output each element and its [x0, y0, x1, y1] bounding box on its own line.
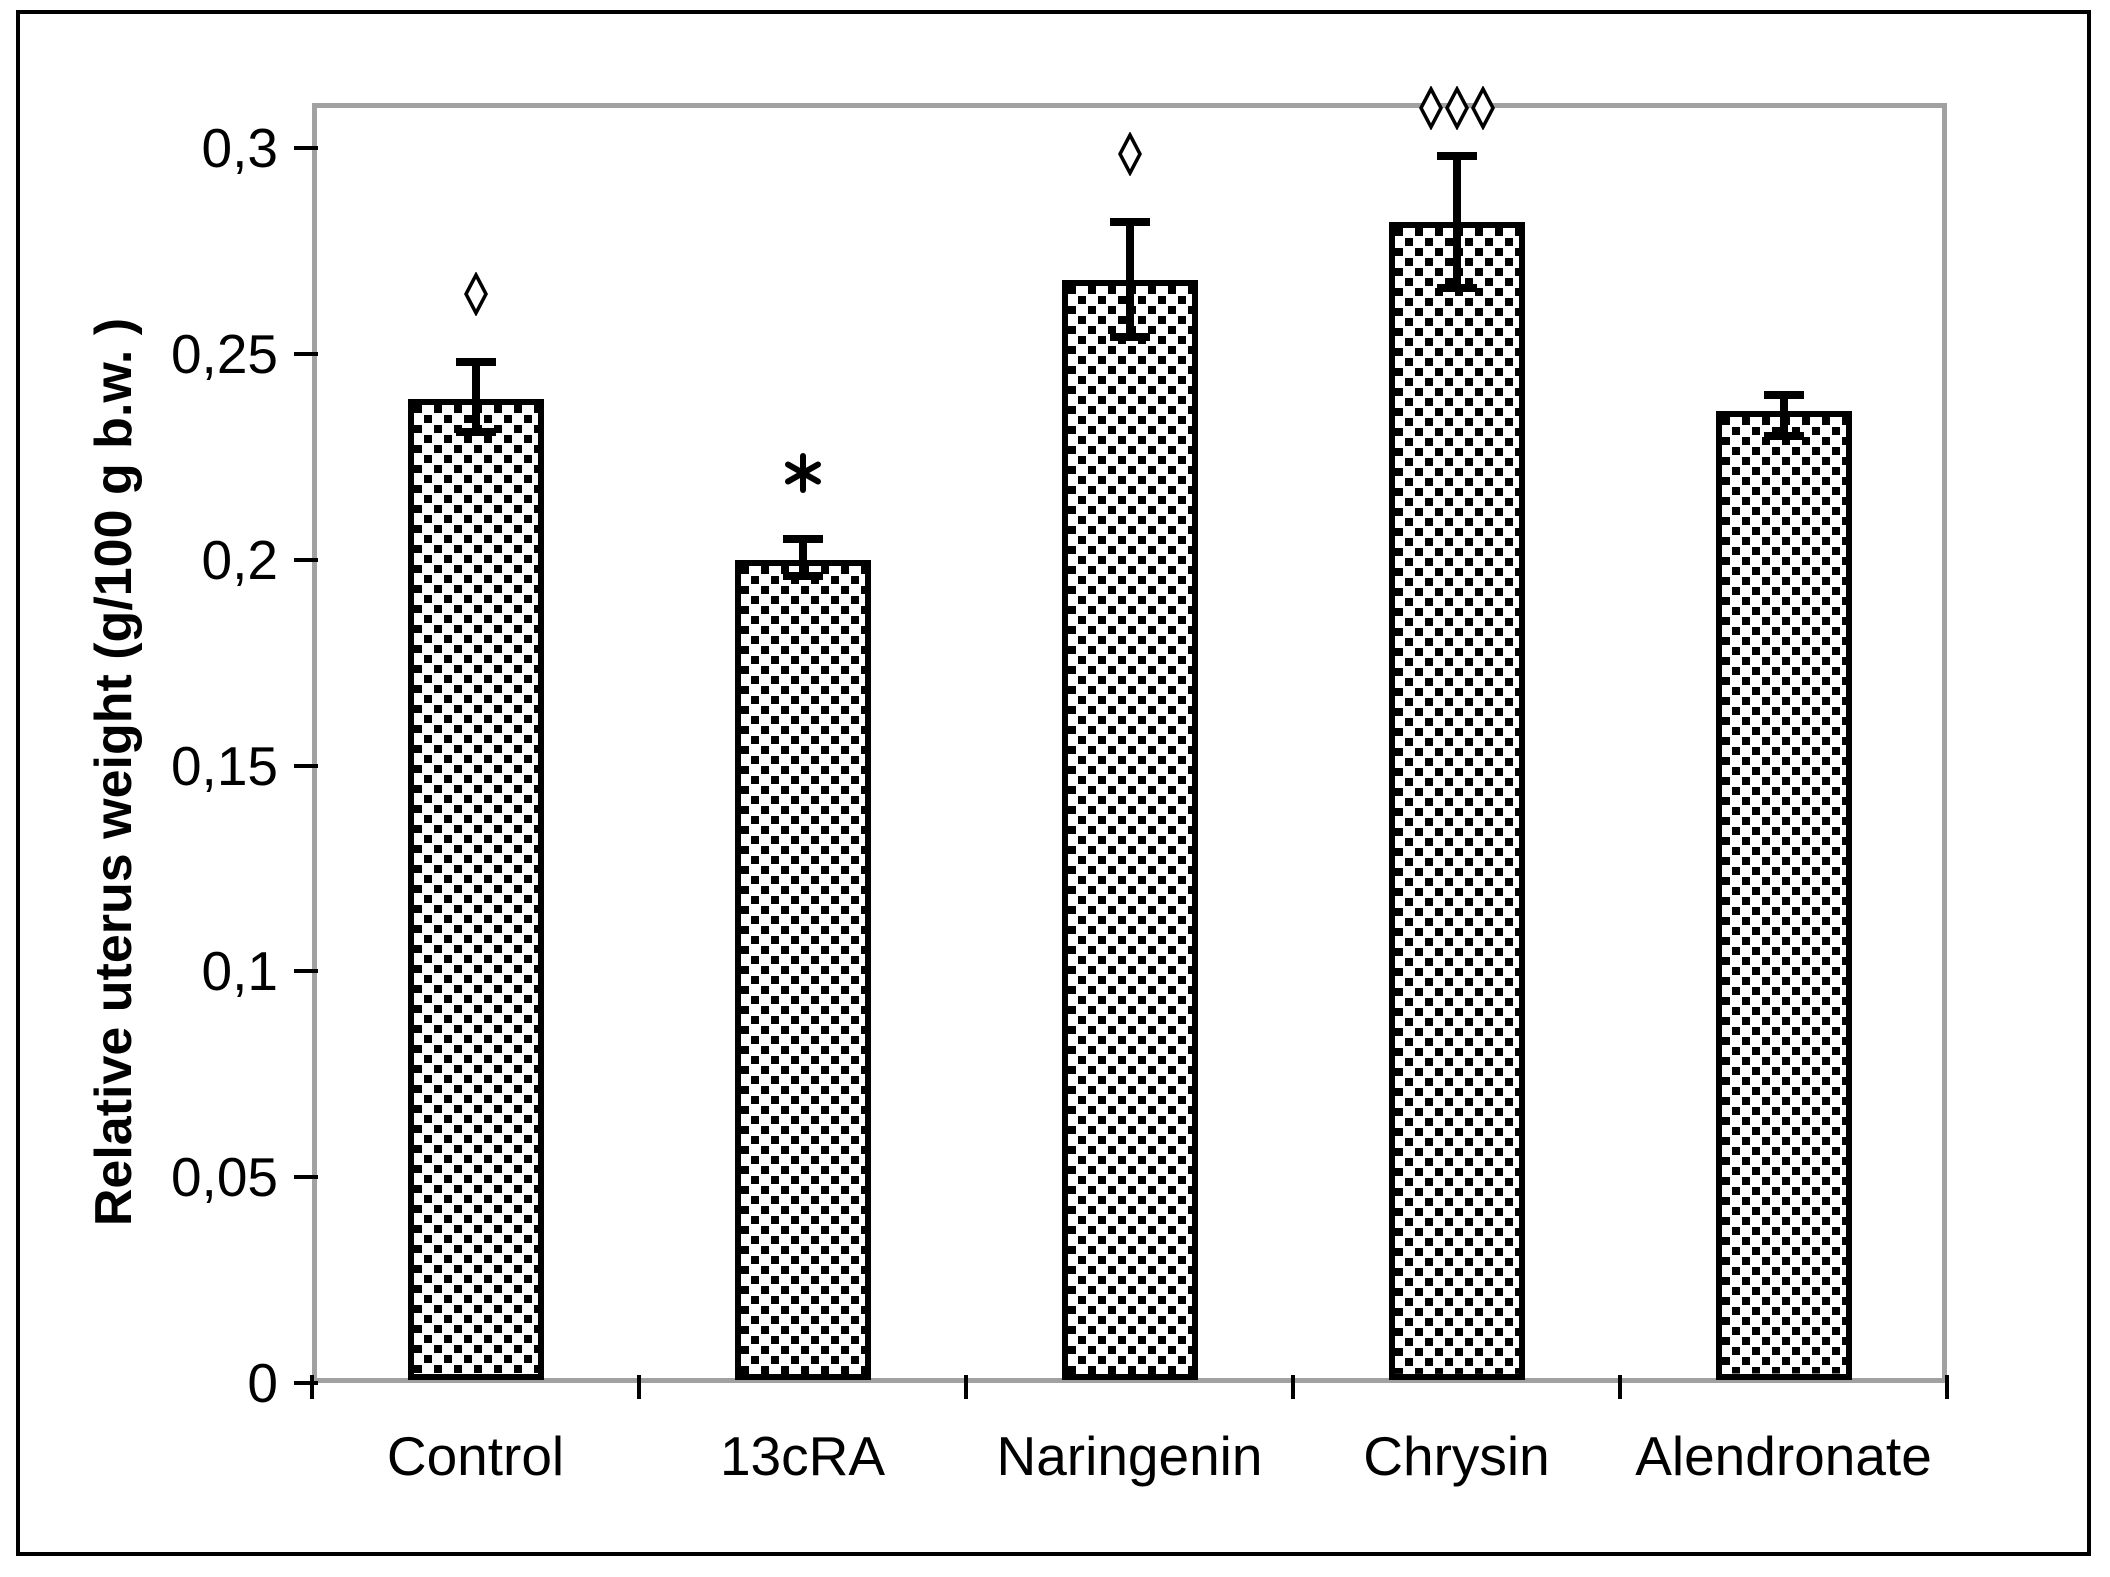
bar-alendronate [1715, 411, 1852, 1380]
y-tick-mark [294, 146, 318, 150]
bar-annotation [1337, 86, 1577, 130]
y-tick-mark [294, 557, 318, 562]
y-tick-label: 0,05 [170, 1146, 278, 1209]
bar-annotation [1010, 132, 1250, 177]
bar-annotation [356, 272, 596, 317]
y-tick-mark [294, 1175, 318, 1180]
x-axis-label-13cra: 13cRA [719, 1425, 886, 1487]
error-bar [455, 358, 496, 437]
x-axis-label-chrysin: Chrysin [1363, 1425, 1550, 1487]
x-tick-mark [964, 1375, 968, 1399]
x-tick-mark [1618, 1375, 1622, 1399]
error-bar [1109, 218, 1150, 342]
x-tick-mark [310, 1375, 314, 1399]
x-tick-mark [637, 1375, 641, 1399]
y-tick-label: 0,3 [201, 117, 278, 179]
x-tick-mark [1945, 1375, 1949, 1399]
y-tick-label: 0,25 [170, 322, 278, 385]
bar-naringenin [1061, 279, 1198, 1380]
x-tick-mark [1291, 1375, 1295, 1399]
x-axis-label-alendronate: Alendronate [1635, 1425, 1932, 1487]
bar-control [407, 399, 544, 1380]
error-bar [1436, 152, 1477, 292]
y-tick-mark [294, 969, 318, 974]
bar-annotation [683, 453, 923, 494]
y-tick-label: 0,1 [201, 940, 278, 1003]
y-tick-mark [294, 1381, 318, 1385]
y-tick-mark [294, 763, 318, 768]
bar-13cra [734, 559, 871, 1380]
y-tick-label: 0,15 [170, 734, 278, 797]
x-axis-label-naringenin: Naringenin [996, 1425, 1263, 1487]
x-axis-label-control: Control [386, 1425, 565, 1487]
y-tick-label: 0 [247, 1352, 278, 1414]
y-tick-mark [294, 351, 318, 356]
error-bar [1763, 391, 1804, 441]
y-tick-label: 0,2 [201, 528, 278, 591]
bar-chrysin [1388, 222, 1525, 1380]
figure-border [16, 10, 2091, 1556]
error-bar [782, 535, 823, 581]
